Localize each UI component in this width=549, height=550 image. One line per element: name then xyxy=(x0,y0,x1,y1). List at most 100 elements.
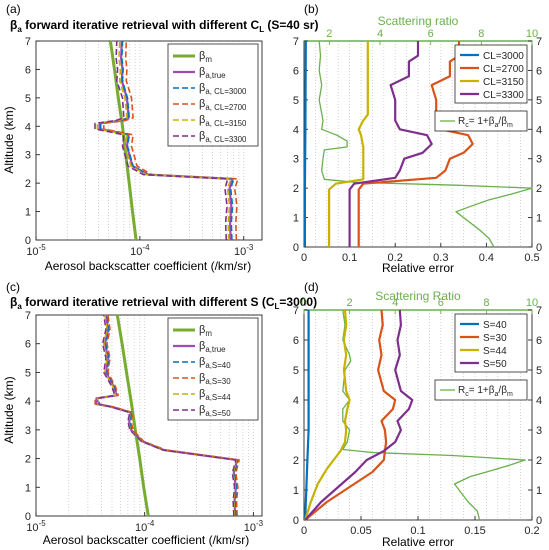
panel-a-title: βa forward iterative retrieval with diff… xyxy=(10,18,318,34)
panel-b-ytick-label: 0 xyxy=(293,242,299,254)
panel-d-ytick-label-right: 1 xyxy=(536,485,542,497)
panel-b-series-line-3 xyxy=(348,41,433,247)
panel-a-series-line-5 xyxy=(94,40,229,241)
panel-b-ytick-label-right: 0 xyxy=(536,242,542,254)
panel-c-legend-label: βa,S=40 xyxy=(199,356,231,370)
panel-a-axes-box xyxy=(35,40,263,241)
panel-b-ytick-label: 5 xyxy=(293,95,299,107)
panel-b-ratio-legend-label: Rc= 1+βa/βm xyxy=(458,116,513,129)
panel-c-xtick-label: 10-5 xyxy=(26,519,46,534)
panel-c-ytick-label: 4 xyxy=(25,396,31,408)
panel-a-ytick-label: 5 xyxy=(25,93,31,105)
panel-a-xtick-label: 10-5 xyxy=(26,243,46,258)
panel-b-xtick-label: 0.5 xyxy=(524,252,539,264)
panel-b-xlabel: Relative error xyxy=(382,261,454,275)
panel-d-ytick-label: 5 xyxy=(293,365,299,377)
panel-a-legend-label: βa, CL=2700 xyxy=(199,98,247,112)
panel-a-ytick-label: 1 xyxy=(25,207,31,219)
panel-d-top-xtick-label: 6 xyxy=(438,297,444,309)
panel-d-ytick-label: 3 xyxy=(293,425,299,437)
panel-b-ytick-label: 1 xyxy=(293,213,299,225)
panel-d-ytick-label: 7 xyxy=(293,305,299,317)
panel-b-ytick-label: 2 xyxy=(293,183,299,195)
panel-d-legend-label: S=30 xyxy=(483,333,507,344)
panel-b-ytick-label-right: 1 xyxy=(536,213,542,225)
panel-c-xtick-label: 10-3 xyxy=(244,519,264,534)
panel-b-ytick-label-right: 2 xyxy=(536,183,542,195)
panel-c-axes-box xyxy=(35,314,263,517)
panel-b-ytick-label-right: 4 xyxy=(536,124,542,136)
panel-c-series-line-5 xyxy=(98,314,237,517)
panel-b-xtick-label: 0.1 xyxy=(342,252,357,264)
panel-a-ytick-label: 7 xyxy=(25,36,31,48)
panel-d-ytick-label: 6 xyxy=(293,335,299,347)
panel-a-ytick-label: 6 xyxy=(25,64,31,76)
panel-c-ytick-label: 7 xyxy=(25,310,31,322)
panel-d-ratio-legend-label: Rc= 1+βa/βm xyxy=(458,385,513,398)
panel-d-ytick-label-right: 0 xyxy=(536,515,542,527)
panel-b-series-line-0 xyxy=(303,40,307,247)
panel-a-ytick-label: 2 xyxy=(25,178,31,190)
panel-b-xtick-label: 0.3 xyxy=(433,252,448,264)
plot-layer: 0 1 2 3 4 5 6 7 10-5 10-4 10-3 βm βa,true βa, CL=3000… xyxy=(25,28,542,537)
panel-c-legend-label: βm xyxy=(199,324,212,338)
panel-d-xtick-label: 0.15 xyxy=(464,525,485,537)
panel-c-series-line-0 xyxy=(115,314,150,517)
panel-c-title: βa forward iterative retrieval with diff… xyxy=(10,295,317,311)
panel-a-xlabel: Aerosol backscatter coefficient (/km/sr) xyxy=(45,259,252,273)
panel-a-legend-label: βa, CL=3150 xyxy=(199,114,247,128)
panel-c-legend-box xyxy=(167,317,259,421)
panel-d-top-xtick-label: 2 xyxy=(347,297,353,309)
panel-b-series-line-2 xyxy=(328,41,369,247)
panel-a-ylabel: Altitude (km) xyxy=(2,106,16,173)
panel-c-label: (c) xyxy=(6,280,20,294)
panel-d-legend-label: S=44 xyxy=(483,346,507,357)
panel-d-ytick-label: 1 xyxy=(293,485,299,497)
panel-d-series-line-3 xyxy=(304,309,414,521)
panel-d-series-line-0 xyxy=(304,310,310,521)
panel-d-legend-label: S=40 xyxy=(483,320,507,331)
panel-b-top-xtick-label: 8 xyxy=(478,28,484,40)
panel-b-label: (b) xyxy=(304,2,319,16)
panel-c-ylabel: Altitude (km) xyxy=(2,376,16,443)
panel-d-ytick-label-right: 6 xyxy=(536,335,542,347)
panel-c-ytick-label: 6 xyxy=(25,339,31,351)
panel-c-series-line-3 xyxy=(94,314,240,517)
panel-b-xtick-label: 0.2 xyxy=(388,252,403,264)
panel-d-ytick-label-right: 2 xyxy=(536,455,542,467)
panel-a-legend-label: βa, CL=3300 xyxy=(199,130,247,144)
panel-d-xtick-label: 0 xyxy=(301,525,307,537)
panel-c-xtick-label: 10-4 xyxy=(135,519,155,534)
panel-b-top-xlabel: Scattering ratio xyxy=(378,14,459,28)
panel-d-ratio-line xyxy=(342,309,526,521)
panel-d-xtick-label: 0.05 xyxy=(350,525,371,537)
panel-a-ytick-label: 4 xyxy=(25,121,31,133)
panel-c-ytick-label: 3 xyxy=(25,425,31,437)
panel-b-ytick-label: 6 xyxy=(293,65,299,77)
panel-d-label: (d) xyxy=(304,280,319,294)
panel-b-xtick-label: 0.4 xyxy=(479,252,494,264)
panel-d-ytick-label-right: 4 xyxy=(536,395,542,407)
panel-a-ytick-label: 0 xyxy=(25,235,31,247)
panel-d-top-xtick-label: 10 xyxy=(526,297,538,309)
panel-d-series-line-1 xyxy=(304,309,397,521)
panel-b-ytick-label: 4 xyxy=(293,124,299,136)
panel-d-ytick-label-right: 7 xyxy=(536,305,542,317)
panel-b-ytick-label-right: 7 xyxy=(536,36,542,48)
panel-b-ytick-label-right: 6 xyxy=(536,65,542,77)
panel-a-xtick-label: 10-3 xyxy=(234,243,254,258)
panel-b-ytick-label-right: 5 xyxy=(536,95,542,107)
panel-a-label: (a) xyxy=(6,2,21,16)
panel-d-xtick-label: 0.1 xyxy=(410,525,425,537)
panel-c-series-line-2 xyxy=(97,314,239,517)
panel-c-ytick-label: 2 xyxy=(25,454,31,466)
panel-c-ytick-label: 1 xyxy=(25,482,31,494)
panel-d-legend-label: S=50 xyxy=(483,359,507,370)
panel-d-ytick-label-right: 5 xyxy=(536,365,542,377)
panel-b-legend-label: CL=3300 xyxy=(483,90,524,101)
panel-d-xtick-label: 0.2 xyxy=(524,525,539,537)
panel-a-legend-label: βa,true xyxy=(199,66,226,80)
panel-d-ytick-label: 0 xyxy=(293,515,299,527)
panel-d-top-xtick-label: 4 xyxy=(392,297,398,309)
